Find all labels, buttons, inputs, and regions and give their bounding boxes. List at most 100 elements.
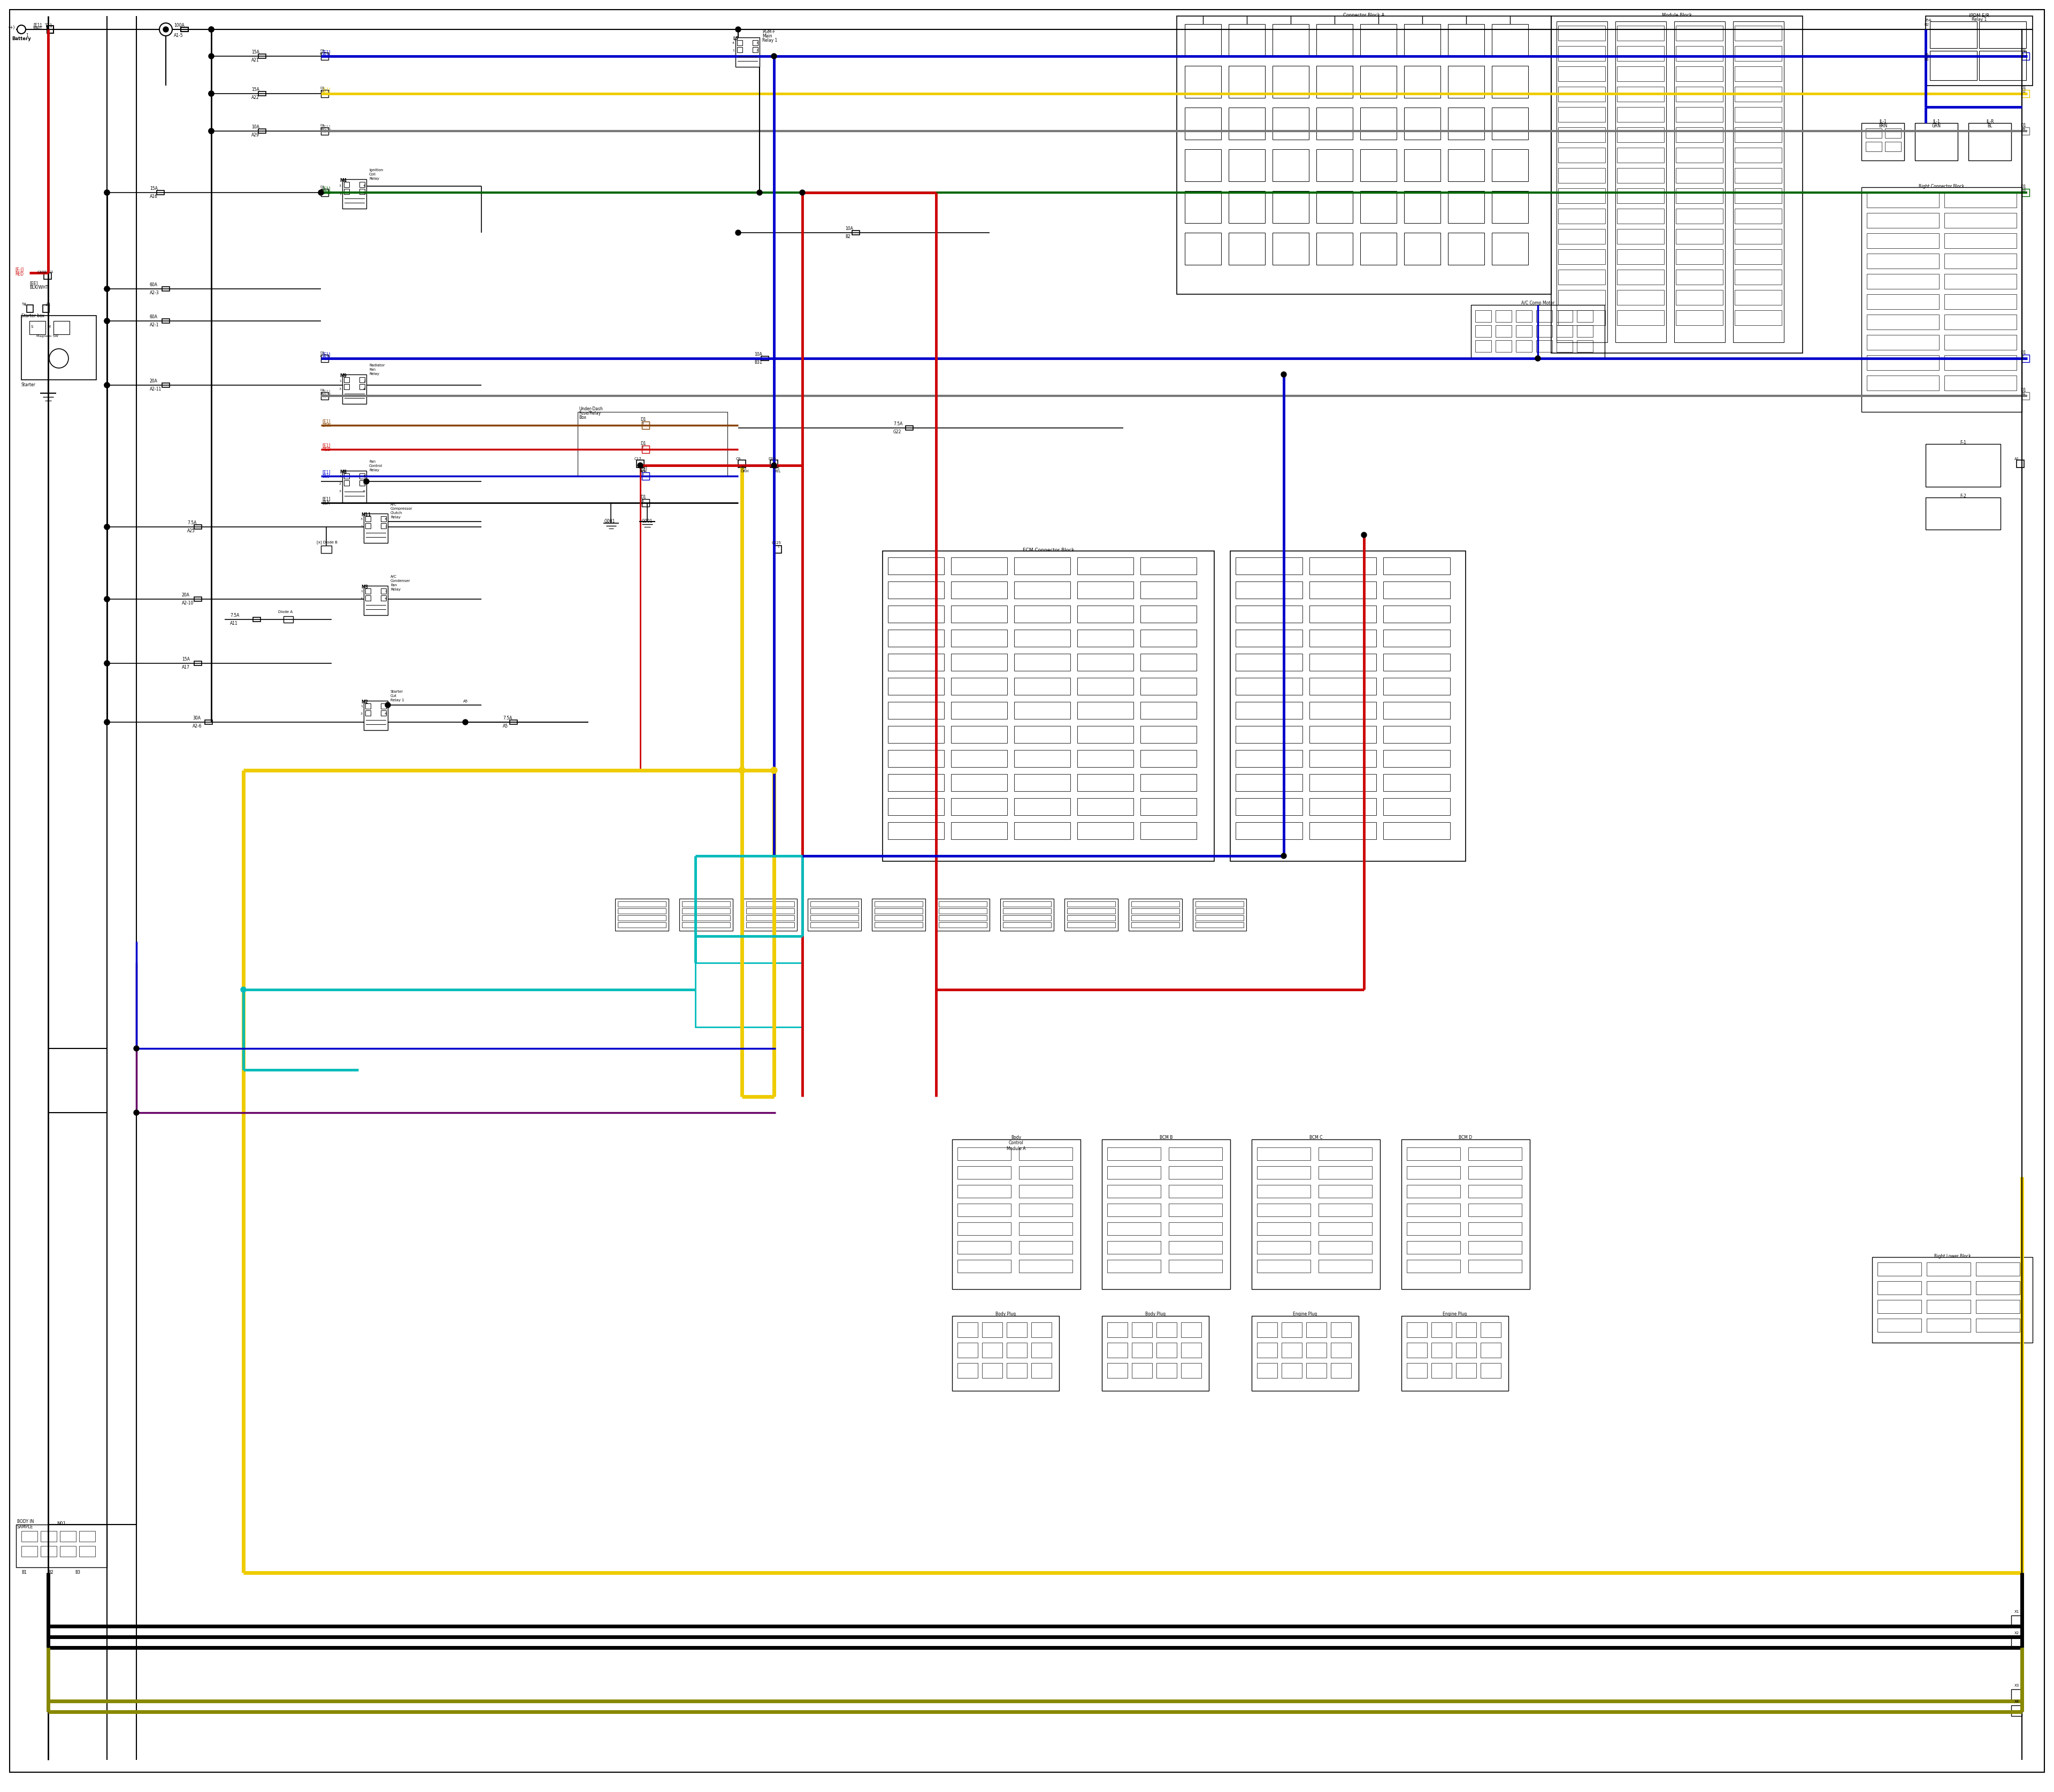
Bar [887,797,945,815]
Text: A/C: A/C [390,575,396,579]
Text: [E1]: [E1] [322,470,331,475]
Bar [1676,66,1723,81]
Bar [807,898,861,930]
Text: 15A: 15A [251,50,259,54]
Text: 1: 1 [362,525,364,529]
Bar [359,181,366,186]
Bar [1195,923,1243,928]
Bar [875,909,922,914]
Bar [1310,581,1376,599]
Bar [951,702,1006,719]
Text: C9: C9 [735,457,741,461]
Text: A25: A25 [187,529,195,534]
Circle shape [105,525,109,530]
Bar [1616,269,1664,285]
Text: 6: 6 [364,489,366,493]
Bar [1456,1322,1477,1337]
Text: B3: B3 [74,1570,80,1575]
Text: [E1]: [E1] [322,389,331,394]
Bar [1867,376,1939,391]
Bar [1000,898,1054,930]
Text: L5: L5 [733,36,737,41]
Bar [957,1260,1011,1272]
Text: BLU: BLU [322,473,331,478]
Bar [957,1222,1011,1235]
Bar [1491,66,1528,99]
Bar [887,726,945,744]
Text: Radiator: Radiator [370,364,384,367]
Bar [80,1546,94,1557]
Bar [43,305,49,312]
Bar [1140,606,1197,622]
Circle shape [134,1047,140,1052]
Text: 3: 3 [756,41,758,45]
Bar [1310,677,1376,695]
Text: A5: A5 [462,699,468,702]
Bar [1076,774,1134,790]
Circle shape [210,27,214,32]
Text: ECM Connector Block: ECM Connector Block [1023,548,1074,552]
Text: B2: B2 [844,235,850,238]
Text: T1: T1 [45,23,49,29]
Text: Diode A: Diode A [277,611,292,613]
Bar [1616,168,1664,183]
Bar [1015,629,1070,647]
Bar [1405,108,1440,140]
Bar [1448,192,1485,222]
Text: D1
2: D1 2 [320,351,325,357]
Bar [1516,324,1532,337]
Text: BCM C: BCM C [1308,1134,1323,1140]
Bar [1861,186,2021,412]
Bar [1273,149,1308,181]
Bar [380,595,386,600]
Bar [1107,1147,1161,1159]
Bar [737,461,746,468]
Bar [1193,898,1247,930]
Bar [887,654,945,670]
Bar [205,720,212,724]
Bar [1577,340,1594,351]
Bar [1015,557,1070,575]
Bar [696,962,803,1027]
Bar [1317,233,1354,265]
Circle shape [105,190,109,195]
Text: 100A: 100A [175,23,185,29]
Bar [953,1140,1080,1288]
Bar [1432,1342,1452,1358]
Bar [1169,1147,1222,1159]
Bar [1237,629,1302,647]
Bar [1076,677,1134,695]
Bar [1237,823,1302,839]
Bar [982,1322,1002,1337]
Text: A2-1: A2-1 [150,323,158,328]
Bar [1559,229,1606,244]
Bar [1877,1319,1920,1331]
Bar [1031,1342,1052,1358]
Circle shape [210,91,214,97]
Bar [1877,1281,1920,1294]
Bar [982,1342,1002,1358]
Text: 4: 4 [364,475,366,478]
Circle shape [210,54,214,59]
Bar [41,1530,58,1541]
Text: [E1]: [E1] [322,496,331,502]
Bar [1491,233,1528,265]
Bar [1495,310,1512,323]
Text: C17: C17 [635,457,641,461]
Bar [1676,86,1723,102]
Text: BLU: BLU [322,54,331,59]
Bar [1616,66,1664,81]
Text: Fuse/Relay: Fuse/Relay [579,410,602,416]
Bar [1015,823,1070,839]
Text: B1: B1 [21,1570,27,1575]
Bar [1101,1140,1230,1288]
Bar [1736,108,1781,122]
Bar [1076,629,1134,647]
Bar [1015,606,1070,622]
Bar [1491,149,1528,181]
Bar [1551,16,1803,353]
Bar [1140,702,1197,719]
Bar [320,127,329,134]
Bar [1310,606,1376,622]
Text: Relay: Relay [370,373,380,376]
